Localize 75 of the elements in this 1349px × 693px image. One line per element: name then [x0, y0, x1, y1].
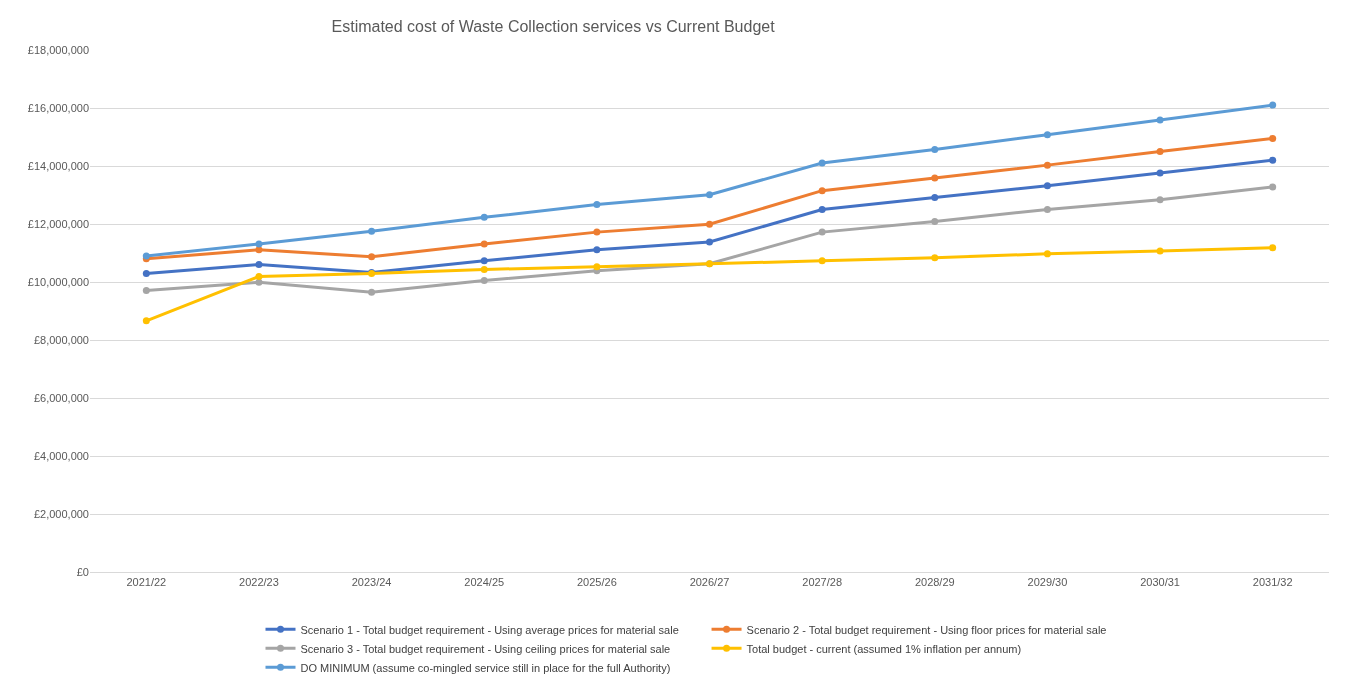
point: [931, 254, 939, 262]
point: [818, 257, 826, 265]
point: [368, 227, 376, 235]
y-tick-label: £8,000,000: [33, 333, 89, 346]
x-tick-label: 2030/31: [1140, 576, 1180, 589]
point: [706, 191, 713, 199]
point: [255, 261, 263, 269]
x-tick-label: 2022/23: [239, 576, 279, 589]
point: [480, 213, 488, 221]
point: [480, 257, 488, 265]
y-tick-label: £0: [76, 565, 89, 578]
point: [1156, 116, 1164, 124]
y-tick-label: £14,000,000: [27, 159, 89, 172]
point: [1156, 148, 1164, 155]
point: [1043, 131, 1051, 139]
point: [255, 278, 263, 286]
point: [1043, 206, 1051, 213]
point: [1269, 101, 1277, 109]
point: [255, 272, 263, 280]
point: [142, 286, 150, 294]
point: [1269, 156, 1277, 164]
point: [931, 174, 939, 182]
point: [593, 263, 601, 271]
x-tick-label: 2031/32: [1252, 576, 1293, 589]
legend-label: Total budget - current (assumed 1% inflation per annum): [746, 642, 1022, 655]
point: [818, 206, 826, 213]
y-tick-label: £4,000,000: [33, 449, 89, 462]
point: [931, 194, 939, 202]
point: [931, 217, 939, 225]
point: [1156, 169, 1164, 177]
point: [255, 246, 263, 254]
point: [931, 145, 939, 153]
x-tick-label: 2023/24: [351, 576, 392, 589]
legend-label: Scenario 2 - Total budget requirement - Using floor prices for material sale: [746, 623, 1107, 636]
legend-label: Scenario 3 - Total budget requirement - Using ceiling prices for material sale: [300, 642, 671, 655]
x-tick-label: 2025/26: [576, 576, 617, 589]
point: [1269, 134, 1277, 142]
point: [818, 159, 826, 167]
legend-label: DO MINIMUM (assume co-mingled service still in place for the full Authority): [300, 661, 671, 674]
point: [1269, 244, 1277, 252]
chart-title: Estimated cost of Waste Collection services vs Current Budget: [331, 17, 776, 35]
point: [1043, 250, 1051, 258]
point: [593, 228, 601, 236]
point: [818, 187, 826, 195]
x-tick-label: 2021/22: [126, 576, 167, 589]
point: [368, 288, 376, 296]
point: [368, 253, 376, 261]
y-tick-label: £16,000,000: [27, 101, 89, 114]
legend-label: Scenario 1 - Total budget requirement - Using average prices for material sale: [300, 623, 679, 636]
y-tick-label: £2,000,000: [33, 507, 89, 520]
point: [1043, 182, 1051, 190]
point: [480, 240, 488, 248]
x-tick-label: 2024/25: [464, 576, 505, 589]
point: [1156, 247, 1164, 255]
point: [255, 240, 263, 248]
point: [593, 246, 601, 254]
point: [1269, 183, 1277, 191]
y-tick-label: £6,000,000: [33, 391, 89, 404]
point: [142, 270, 150, 278]
y-tick-label: £12,000,000: [27, 217, 89, 230]
x-tick-label: 2026/27: [689, 576, 730, 589]
point: [706, 220, 713, 228]
x-tick-label: 2027/28: [802, 576, 843, 589]
point: [818, 228, 826, 236]
point: [480, 277, 488, 285]
point: [1043, 161, 1051, 169]
point: [706, 238, 713, 246]
y-tick-label: £10,000,000: [27, 275, 89, 288]
x-tick-label: 2028/29: [914, 576, 955, 589]
x-tick-label: 2029/30: [1027, 576, 1068, 589]
point: [480, 266, 488, 274]
point: [1156, 196, 1164, 204]
point: [142, 317, 150, 325]
y-tick-label: £18,000,000: [27, 43, 89, 56]
point: [593, 201, 601, 209]
